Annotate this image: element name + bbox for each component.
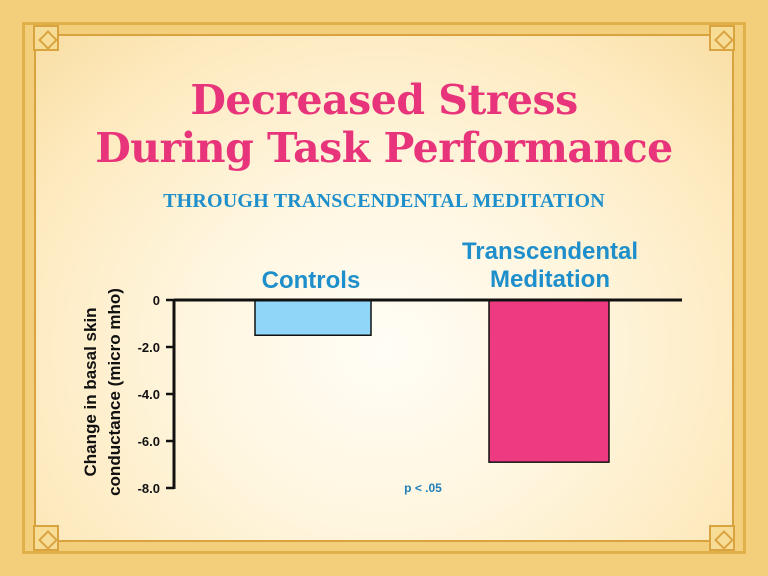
y-axis-label-line: Change in basal skin	[81, 307, 100, 476]
slide-subtitle: THROUGH TRANSCENDENTAL MEDITATION	[163, 190, 605, 212]
y-tick-label: -4.0	[138, 387, 160, 402]
category-label: Controls	[262, 267, 361, 294]
corner-ornament-top-left	[33, 25, 59, 51]
corner-ornament-top-right	[709, 25, 735, 51]
slide-title: Decreased Stress During Task Performance	[0, 76, 768, 172]
y-axis-label-line: conductance (micro mho)	[105, 288, 124, 496]
bar-transcendental-meditation	[488, 299, 610, 463]
y-tick-label: -2.0	[138, 340, 160, 355]
y-tick-label: -6.0	[138, 434, 160, 449]
bar-controls	[254, 299, 372, 336]
outer-frame-border	[22, 22, 746, 554]
y-tick-label: -8.0	[138, 481, 160, 496]
inner-frame-panel	[34, 34, 734, 542]
category-label: Transcendental	[462, 238, 638, 265]
corner-ornament-bottom-right	[709, 525, 735, 551]
title-line-1: Decreased Stress	[190, 76, 578, 124]
category-label: Meditation	[490, 266, 610, 293]
title-line-2: During Task Performance	[95, 124, 673, 172]
corner-ornament-bottom-left	[33, 525, 59, 551]
significance-annotation: p < .05	[404, 481, 442, 495]
y-tick-label: 0	[153, 293, 160, 308]
